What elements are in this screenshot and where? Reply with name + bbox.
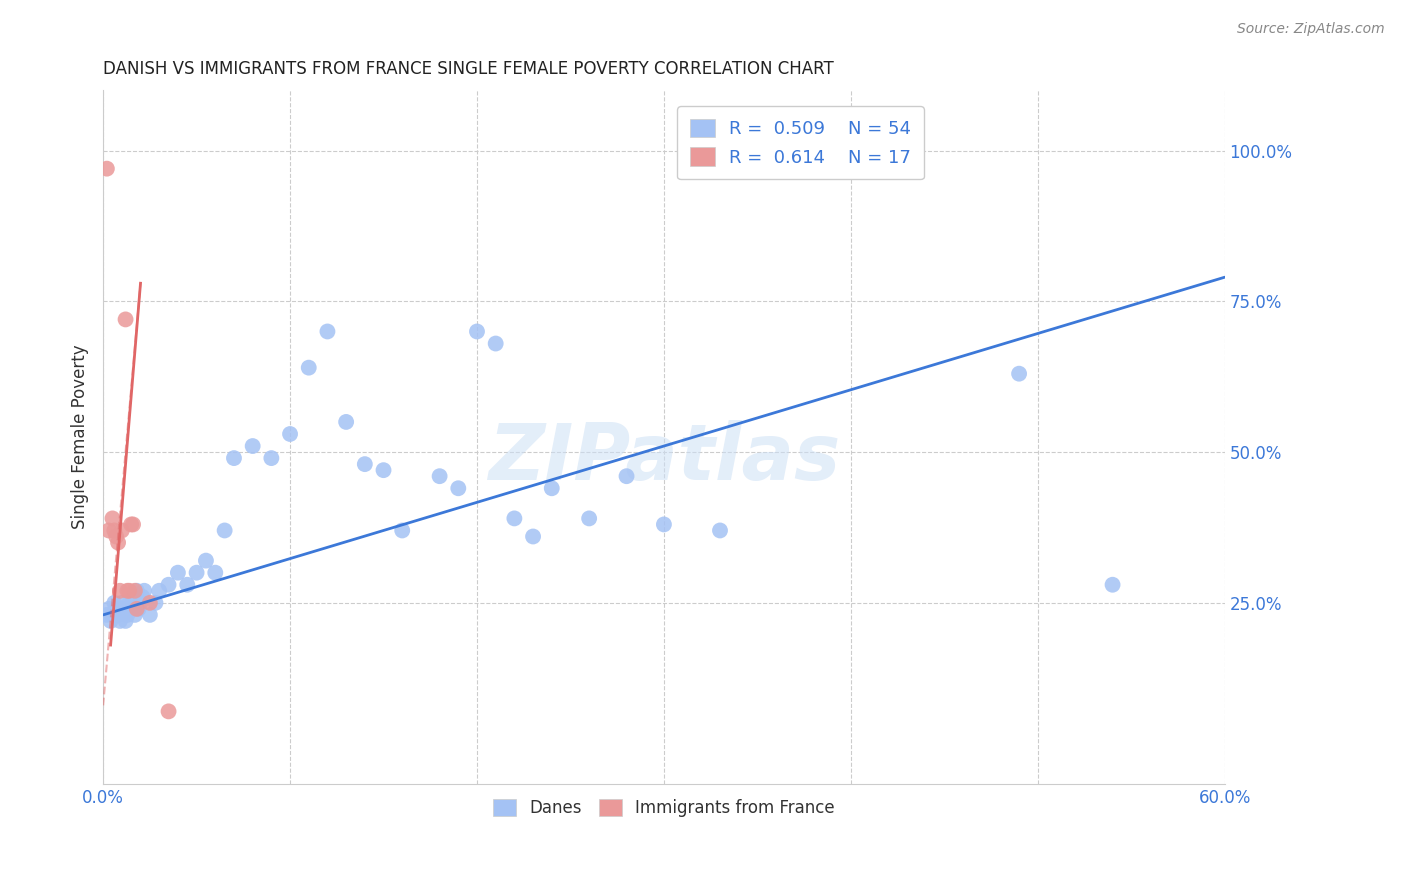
Point: [111, 596, 134, 610]
Point: [125, 602, 148, 616]
Point: [139, 607, 162, 622]
Point: [97, 602, 120, 616]
Point: [96, 161, 118, 176]
Point: [1101, 578, 1123, 592]
Legend: Danes, Immigrants from France: Danes, Immigrants from France: [486, 792, 842, 824]
Point: [103, 596, 125, 610]
Point: [157, 705, 180, 719]
Point: [122, 517, 145, 532]
Point: [134, 583, 156, 598]
Point: [107, 607, 129, 622]
Point: [125, 583, 148, 598]
Point: [278, 427, 301, 442]
Point: [117, 583, 139, 598]
Point: [108, 583, 131, 598]
Point: [709, 524, 731, 538]
Point: [96, 607, 118, 622]
Point: [503, 511, 526, 525]
Point: [114, 312, 136, 326]
Point: [373, 463, 395, 477]
Point: [1008, 367, 1031, 381]
Point: [353, 457, 375, 471]
Point: [522, 529, 544, 543]
Point: [540, 481, 562, 495]
Point: [194, 553, 217, 567]
Y-axis label: Single Female Poverty: Single Female Poverty: [72, 344, 89, 529]
Point: [107, 535, 129, 549]
Point: [103, 524, 125, 538]
Point: [186, 566, 208, 580]
Point: [124, 583, 146, 598]
Text: ZIPatlas: ZIPatlas: [488, 420, 839, 496]
Point: [176, 578, 198, 592]
Point: [105, 602, 128, 616]
Point: [101, 607, 124, 622]
Point: [108, 614, 131, 628]
Point: [616, 469, 638, 483]
Point: [447, 481, 470, 495]
Point: [242, 439, 264, 453]
Point: [118, 583, 141, 598]
Point: [429, 469, 451, 483]
Point: [652, 517, 675, 532]
Point: [114, 614, 136, 628]
Point: [122, 590, 145, 604]
Text: Source: ZipAtlas.com: Source: ZipAtlas.com: [1237, 22, 1385, 37]
Point: [214, 524, 236, 538]
Point: [97, 524, 120, 538]
Point: [485, 336, 508, 351]
Point: [120, 602, 142, 616]
Text: DANISH VS IMMIGRANTS FROM FRANCE SINGLE FEMALE POVERTY CORRELATION CHART: DANISH VS IMMIGRANTS FROM FRANCE SINGLE …: [103, 60, 834, 78]
Point: [128, 602, 150, 616]
Point: [118, 596, 141, 610]
Point: [100, 614, 122, 628]
Point: [101, 511, 124, 525]
Point: [148, 583, 170, 598]
Point: [222, 451, 245, 466]
Point: [124, 607, 146, 622]
Point: [465, 325, 488, 339]
Point: [129, 596, 152, 610]
Point: [117, 607, 139, 622]
Point: [316, 325, 339, 339]
Point: [204, 566, 226, 580]
Point: [120, 517, 142, 532]
Point: [139, 596, 162, 610]
Point: [260, 451, 283, 466]
Point: [157, 578, 180, 592]
Point: [298, 360, 321, 375]
Point: [112, 602, 135, 616]
Point: [391, 524, 413, 538]
Point: [145, 596, 167, 610]
Point: [131, 590, 153, 604]
Point: [105, 529, 128, 543]
Point: [578, 511, 600, 525]
Point: [167, 566, 190, 580]
Point: [335, 415, 357, 429]
Point: [111, 524, 134, 538]
